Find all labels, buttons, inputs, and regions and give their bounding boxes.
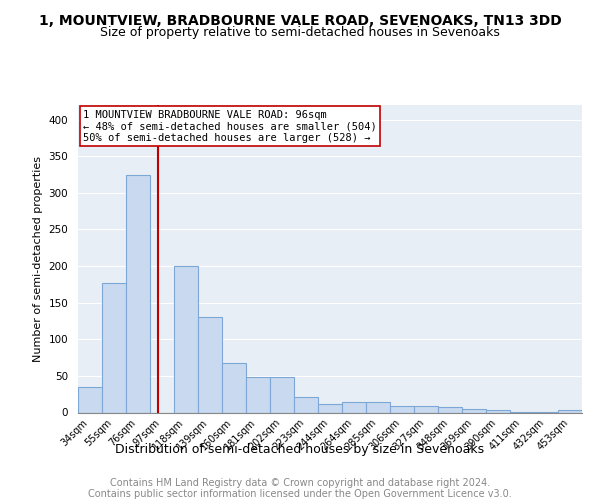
Bar xyxy=(390,406,414,412)
Bar xyxy=(366,402,390,412)
Text: Size of property relative to semi-detached houses in Sevenoaks: Size of property relative to semi-detach… xyxy=(100,26,500,39)
Bar xyxy=(462,409,486,412)
Bar xyxy=(414,406,438,412)
Bar xyxy=(198,318,222,412)
Text: 1 MOUNTVIEW BRADBOURNE VALE ROAD: 96sqm
← 48% of semi-detached houses are smalle: 1 MOUNTVIEW BRADBOURNE VALE ROAD: 96sqm … xyxy=(83,110,377,143)
Bar xyxy=(246,378,270,412)
Y-axis label: Number of semi-detached properties: Number of semi-detached properties xyxy=(33,156,43,362)
Bar xyxy=(126,174,150,412)
Text: Distribution of semi-detached houses by size in Sevenoaks: Distribution of semi-detached houses by … xyxy=(115,442,485,456)
Bar xyxy=(222,362,246,412)
Bar xyxy=(174,266,198,412)
Bar xyxy=(486,410,510,412)
Bar xyxy=(558,410,582,412)
Bar xyxy=(438,408,462,412)
Text: Contains HM Land Registry data © Crown copyright and database right 2024.
Contai: Contains HM Land Registry data © Crown c… xyxy=(88,478,512,499)
Text: 1, MOUNTVIEW, BRADBOURNE VALE ROAD, SEVENOAKS, TN13 3DD: 1, MOUNTVIEW, BRADBOURNE VALE ROAD, SEVE… xyxy=(38,14,562,28)
Bar xyxy=(270,378,294,412)
Bar xyxy=(318,404,342,412)
Bar xyxy=(294,397,318,412)
Bar xyxy=(78,387,102,412)
Bar xyxy=(102,283,126,412)
Bar xyxy=(342,402,366,412)
